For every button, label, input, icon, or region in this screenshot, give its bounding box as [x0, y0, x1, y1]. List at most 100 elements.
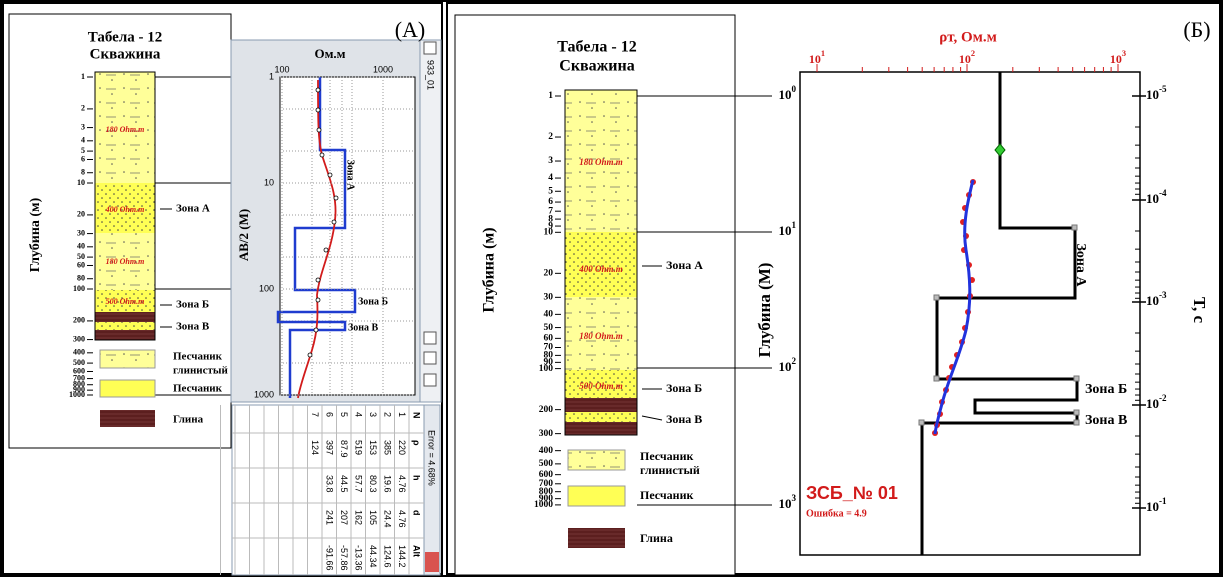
- depth-axis-title: Глубина (м): [28, 197, 43, 272]
- plot-ticks: 101 102 10310010110210310-510-410-310-210-…: [778, 49, 1167, 514]
- legend-label: глинистый: [173, 365, 228, 377]
- tie-lines: [637, 95, 772, 506]
- table-cell: 57.7: [354, 475, 364, 493]
- table-cell: 24.4: [383, 510, 393, 528]
- window-button[interactable]: [423, 331, 437, 345]
- tick-base: 10: [809, 52, 821, 66]
- log-title: Табела - 12: [88, 29, 163, 45]
- depth-label: 800: [539, 487, 554, 497]
- model-curve: [276, 77, 357, 398]
- table-cell: 519: [354, 440, 364, 455]
- tick-base: 10: [778, 87, 791, 102]
- layer-label: 400 Ohm.m: [105, 205, 145, 214]
- table-cell: 385: [383, 440, 393, 455]
- table-cell: -91.66: [325, 545, 335, 571]
- x-tick-label: 100: [274, 64, 289, 74]
- legend-swatch: [567, 485, 626, 507]
- time-tick-label: 10-5: [1146, 84, 1167, 102]
- panel-a: Табела - 12 Скважина Глубина (м) Зона А …: [8, 13, 442, 576]
- depth-tick-label: 103: [778, 493, 796, 511]
- layer: [95, 322, 155, 330]
- table-header: h: [412, 475, 422, 481]
- column-outline: [94, 71, 156, 341]
- table-header: ρ: [412, 440, 422, 446]
- x-tick-label: 1000: [373, 64, 393, 74]
- depth-label: 200: [73, 316, 85, 325]
- error-label: Ошибка = 4.9: [806, 508, 867, 519]
- depth-label: 30: [77, 228, 85, 237]
- tick-exponent: 3: [1122, 49, 1126, 58]
- legend-label: Песчаник: [640, 449, 693, 463]
- legend-label: Песчаник: [640, 488, 693, 502]
- depth-label: 700: [539, 479, 554, 489]
- depth-label: 900: [539, 494, 554, 504]
- legend-swatch: [99, 379, 156, 398]
- layer: [95, 312, 155, 322]
- depth-label: 6: [548, 197, 553, 207]
- legend-label: Песчаник: [173, 351, 223, 363]
- zone-label: Зона В: [176, 321, 210, 333]
- fit-curve: [297, 79, 337, 399]
- layer-label: 400 Ohm.m: [578, 264, 623, 274]
- tick-base: 10: [959, 52, 971, 66]
- depth-label: 80: [77, 274, 85, 283]
- depth-label: 600: [73, 366, 85, 375]
- tick-exponent: 3: [791, 493, 796, 503]
- depth-label: 90: [544, 358, 554, 368]
- depth-label: 500: [539, 459, 554, 469]
- depth-label: 800: [73, 380, 85, 389]
- depth-label: 20: [544, 269, 554, 279]
- plot-area: [279, 76, 416, 396]
- table-cell: 2: [383, 412, 393, 417]
- response-curve: [933, 179, 975, 435]
- depth-label: 400: [539, 446, 554, 456]
- table-cell: 397: [325, 440, 335, 455]
- depth-label: 3: [81, 122, 85, 131]
- tick-exponent: -3: [1159, 290, 1167, 300]
- layer: [95, 233, 155, 290]
- tick-base: 10: [778, 496, 791, 511]
- window-button[interactable]: [423, 373, 437, 387]
- table-cell: -13.36: [354, 545, 364, 571]
- table-cell: 4.76: [397, 510, 407, 528]
- depth-label: 900: [73, 385, 85, 394]
- layer: [95, 290, 155, 312]
- table-cell: 124.6: [383, 545, 393, 568]
- zone-label: Зона А: [176, 203, 210, 215]
- legend-label: глинистый: [640, 463, 700, 477]
- tick-base: 10: [1146, 499, 1159, 514]
- zone-label: Зона Б: [176, 299, 209, 311]
- tick-base: 10: [1146, 293, 1159, 308]
- tick-exponent: -2: [1159, 393, 1167, 403]
- depth-label: 500: [73, 358, 85, 367]
- panel-b: Табела - 12 Скважина Глубина (м) Зона А …: [454, 14, 1209, 576]
- legend-swatch: [567, 449, 626, 471]
- tick-exponent: -4: [1159, 188, 1167, 198]
- depth-label: 10: [77, 178, 85, 187]
- window-button[interactable]: [423, 351, 437, 365]
- log-subtitle: Скважина: [90, 46, 161, 62]
- tick-exponent: -1: [1159, 496, 1167, 506]
- table-cell: 220: [397, 440, 407, 455]
- table-header: Alt: [412, 545, 422, 557]
- layer: [565, 232, 637, 297]
- legend-swatch: [100, 410, 155, 427]
- tick-exponent: 2: [971, 49, 975, 58]
- table-cell: 5: [339, 412, 349, 417]
- depth-label: 600: [539, 470, 554, 480]
- table-cell: 153: [368, 440, 378, 455]
- depth-label: 8: [81, 168, 85, 177]
- table-cell: 105: [368, 510, 378, 525]
- window-button[interactable]: [423, 41, 437, 55]
- zone-label: Зона Б: [666, 381, 702, 395]
- depth-label: 4: [548, 173, 553, 183]
- table-error: Error = 4.68%: [427, 430, 437, 486]
- table-cell: 241: [325, 510, 335, 525]
- close-button[interactable]: [425, 552, 439, 572]
- legend-label: Песчаник: [173, 383, 223, 395]
- depth-label: 60: [77, 260, 85, 269]
- x-unit: Ом.м: [314, 46, 345, 61]
- depth-axis-title: Глубина (м): [481, 227, 498, 312]
- table-cell: 162: [354, 510, 364, 525]
